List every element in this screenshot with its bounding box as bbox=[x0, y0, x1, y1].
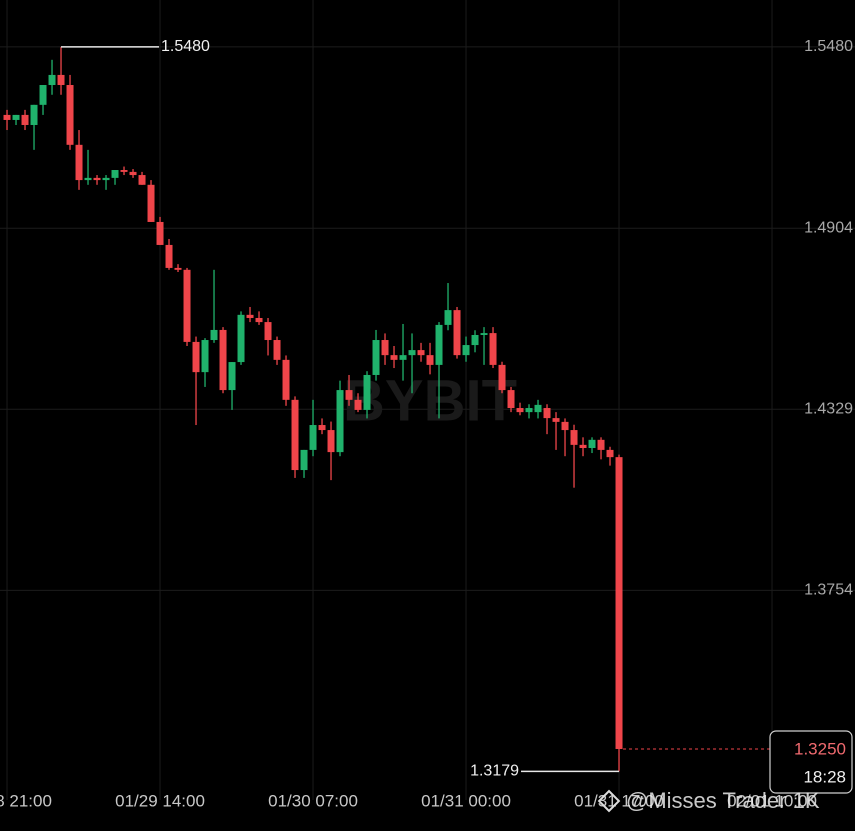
candle-body bbox=[282, 359, 290, 400]
candle-body bbox=[165, 244, 173, 268]
candle-body bbox=[237, 314, 245, 363]
watermark: @Misses Trader 1K bbox=[626, 788, 820, 813]
candle-body bbox=[228, 362, 236, 391]
candle-body bbox=[102, 177, 110, 181]
candle-body bbox=[453, 310, 461, 356]
x-tick-label: 01/28 21:00 bbox=[0, 791, 52, 810]
candle-body bbox=[408, 350, 416, 356]
candle-body bbox=[606, 449, 614, 458]
x-tick-label: 02/01 10:00 bbox=[727, 791, 817, 810]
x-tick-label: 01/30 07:00 bbox=[268, 791, 358, 810]
last-price-box bbox=[769, 730, 853, 794]
candle-body bbox=[273, 340, 281, 360]
candle-body bbox=[147, 184, 155, 222]
candle-body bbox=[12, 114, 20, 120]
candle-body bbox=[516, 408, 524, 413]
candle-body bbox=[201, 340, 209, 373]
candle-body bbox=[444, 310, 452, 325]
candle-body bbox=[111, 170, 119, 178]
candle-body bbox=[597, 439, 605, 450]
candle-body bbox=[138, 175, 146, 185]
candle-body bbox=[192, 341, 200, 373]
candle-body bbox=[381, 340, 389, 356]
candle-body bbox=[579, 444, 587, 449]
high-marker-label: 1.5480 bbox=[161, 38, 210, 55]
candle-body bbox=[570, 430, 578, 445]
candle-body bbox=[399, 355, 407, 360]
candle-body bbox=[291, 399, 299, 471]
candle-body bbox=[426, 355, 434, 365]
candle-body bbox=[246, 314, 254, 318]
candle-body bbox=[219, 329, 227, 391]
candle-body bbox=[462, 345, 470, 356]
candle-body bbox=[57, 74, 65, 86]
candle-body bbox=[615, 457, 623, 749]
candle-body bbox=[507, 390, 515, 409]
candle-body bbox=[30, 104, 38, 125]
candle-body bbox=[543, 408, 551, 419]
candle-body bbox=[336, 390, 344, 453]
candle-body bbox=[120, 170, 128, 172]
x-tick-label: 01/29 14:00 bbox=[115, 791, 205, 810]
candle-body bbox=[174, 267, 182, 270]
candle-body bbox=[489, 333, 497, 365]
candle-body bbox=[354, 399, 362, 410]
x-tick-label: 01/31 00:00 bbox=[421, 791, 511, 810]
candle-body bbox=[3, 114, 11, 120]
candle-body bbox=[309, 425, 317, 450]
candle-body bbox=[300, 449, 308, 471]
y-tick-label: 1.3754 bbox=[804, 582, 853, 599]
countdown: 18:28 bbox=[803, 767, 846, 786]
candle-body bbox=[183, 269, 191, 342]
watermark-logo bbox=[597, 789, 621, 813]
candle-body bbox=[327, 430, 335, 453]
candle-body bbox=[255, 317, 263, 323]
candle-body bbox=[525, 408, 533, 413]
candle-body bbox=[48, 74, 56, 86]
candle-body bbox=[552, 418, 560, 422]
candle-body bbox=[417, 350, 425, 356]
candle-body bbox=[318, 425, 326, 431]
candle-body bbox=[129, 171, 137, 176]
y-tick-label: 1.4329 bbox=[804, 401, 853, 418]
candle-body bbox=[363, 374, 371, 410]
candle-body bbox=[390, 355, 398, 360]
candle-body bbox=[93, 177, 101, 181]
candle-body bbox=[561, 421, 569, 431]
candle-body bbox=[588, 439, 596, 449]
candle-body bbox=[39, 85, 47, 105]
candle-body bbox=[84, 177, 92, 181]
last-price-label: 1.3250 bbox=[794, 739, 846, 758]
candle-body bbox=[534, 404, 542, 413]
candle-body bbox=[345, 390, 353, 400]
candle-body bbox=[210, 329, 218, 341]
candle-body bbox=[372, 340, 380, 375]
candle-body bbox=[75, 144, 83, 181]
low-marker-label: 1.3179 bbox=[470, 763, 519, 780]
y-tick-label: 1.4904 bbox=[804, 219, 853, 236]
candle-body bbox=[21, 114, 29, 125]
candle-body bbox=[156, 221, 164, 245]
candle-body bbox=[480, 333, 488, 335]
candle-body bbox=[66, 85, 74, 145]
candle-body bbox=[435, 324, 443, 365]
watermark: BYBIT bbox=[343, 368, 517, 433]
candle-body bbox=[471, 334, 479, 346]
y-tick-label: 1.5480 bbox=[804, 38, 853, 55]
candle-body bbox=[498, 364, 506, 391]
candle-body bbox=[264, 322, 272, 341]
